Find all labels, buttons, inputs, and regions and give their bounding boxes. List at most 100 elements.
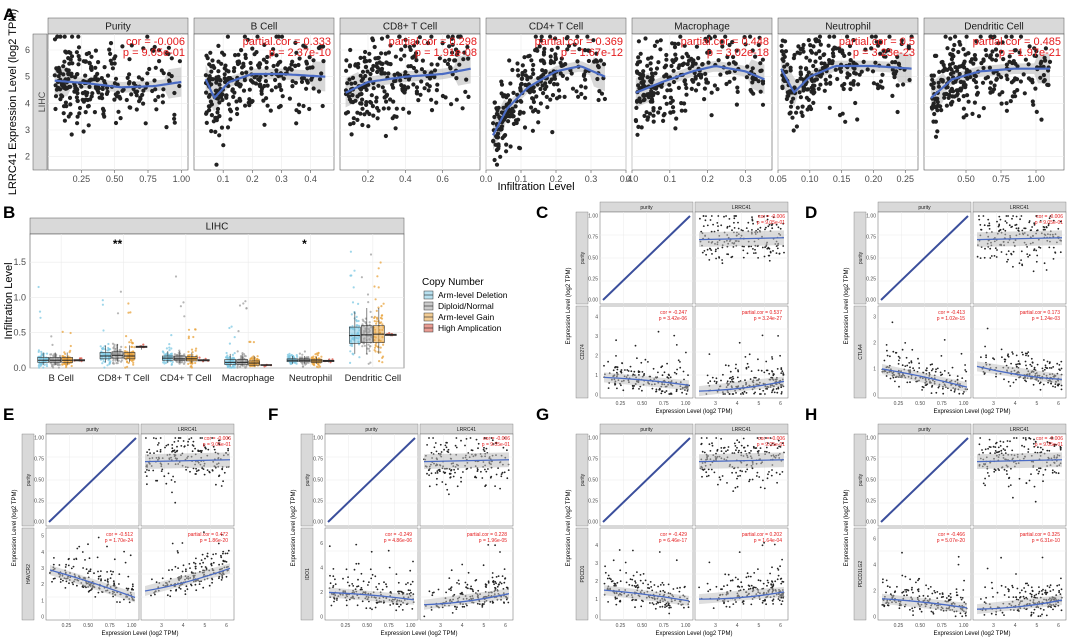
- e-point: [183, 445, 186, 448]
- c-point: [763, 371, 766, 374]
- a-point: [154, 107, 159, 112]
- b-point: [170, 334, 173, 337]
- a-point: [823, 77, 828, 82]
- d-bottom-ytick-1: 1: [873, 367, 876, 373]
- a-point: [90, 91, 95, 96]
- a-point: [222, 72, 227, 77]
- d-point: [1059, 251, 1062, 254]
- d-point: [1019, 218, 1021, 221]
- e-point: [87, 572, 89, 575]
- e-point: [159, 437, 162, 439]
- a-point: [641, 69, 646, 74]
- a-point: [528, 75, 533, 80]
- a-point: [454, 47, 459, 52]
- a-point: [1010, 94, 1015, 99]
- c-point: [624, 369, 626, 371]
- c-point: [763, 255, 766, 258]
- e-point: [211, 469, 214, 471]
- c-point: [727, 253, 730, 256]
- c-point: [765, 369, 768, 372]
- d-point: [1025, 380, 1027, 383]
- a-point: [958, 42, 963, 47]
- c-point: [715, 377, 718, 380]
- a-point: [880, 72, 885, 77]
- c-point: [669, 376, 672, 379]
- d-point: [889, 355, 891, 358]
- b-point: [61, 363, 64, 366]
- c-point: [713, 380, 716, 383]
- a-point: [385, 34, 390, 39]
- a-point: [293, 80, 298, 85]
- b-point: [377, 267, 380, 270]
- a-point: [358, 101, 363, 106]
- a-point: [798, 95, 804, 100]
- a-point: [141, 101, 146, 106]
- d-point: [1012, 381, 1015, 384]
- a-point: [528, 88, 533, 94]
- c-point: [660, 366, 663, 369]
- c-point: [675, 372, 678, 375]
- a-xtick-1-3: 0.4: [304, 174, 317, 184]
- a-point: [634, 105, 639, 110]
- c-point: [706, 224, 709, 227]
- a-point: [961, 106, 967, 111]
- e-point: [197, 469, 200, 472]
- e-point: [163, 475, 166, 478]
- d-point: [1026, 246, 1028, 248]
- d-point: [1012, 250, 1015, 253]
- e-bottom-ytick-5: 5: [41, 534, 44, 540]
- e-point: [223, 471, 226, 474]
- a-point: [265, 54, 270, 60]
- a-point: [429, 108, 435, 113]
- a-point: [226, 102, 231, 107]
- c-row-label-1: CD274: [580, 344, 586, 360]
- panel-letter-f: F: [268, 405, 278, 424]
- b-point: [168, 346, 171, 349]
- a-point: [531, 99, 537, 105]
- d-point: [1017, 360, 1020, 362]
- d-point: [892, 376, 895, 379]
- a-point: [832, 34, 837, 39]
- a-point: [390, 116, 395, 121]
- a-point: [228, 117, 233, 122]
- a-point: [226, 69, 231, 74]
- a-point: [530, 67, 535, 72]
- d-point: [1029, 229, 1032, 232]
- a-point: [215, 110, 220, 115]
- b-point: [183, 353, 186, 356]
- d-col-label-1: LRRC41: [1010, 205, 1029, 211]
- c-point: [709, 219, 712, 221]
- d-point: [931, 363, 933, 366]
- a-point: [543, 70, 548, 75]
- c-point: [782, 245, 785, 247]
- b-point: [381, 323, 384, 326]
- a-point: [437, 56, 442, 61]
- a-point: [975, 90, 981, 95]
- c-point: [715, 248, 717, 251]
- a-point: [70, 34, 75, 39]
- a-point: [207, 108, 212, 113]
- a-point: [152, 78, 157, 83]
- a-point: [683, 108, 688, 113]
- c-point: [751, 216, 753, 219]
- a-ytick-2: 4: [25, 98, 30, 108]
- c-point: [705, 253, 707, 256]
- a-point: [994, 77, 999, 82]
- a-point: [684, 92, 689, 97]
- b-point: [142, 343, 145, 346]
- a-point: [635, 132, 640, 137]
- a-point: [753, 54, 758, 59]
- c-point: [661, 390, 664, 393]
- e-point: [187, 444, 189, 446]
- a-point: [598, 58, 603, 63]
- a-point: [56, 74, 61, 79]
- a-point: [221, 143, 226, 148]
- a-point: [355, 110, 360, 115]
- c-x-axis-title: Expression Level (log2 TPM): [656, 409, 733, 415]
- b-point: [382, 343, 385, 346]
- c-point: [751, 218, 754, 221]
- c-point: [720, 379, 722, 382]
- b-point: [368, 349, 371, 353]
- a-point: [262, 42, 267, 48]
- c-point: [757, 369, 760, 372]
